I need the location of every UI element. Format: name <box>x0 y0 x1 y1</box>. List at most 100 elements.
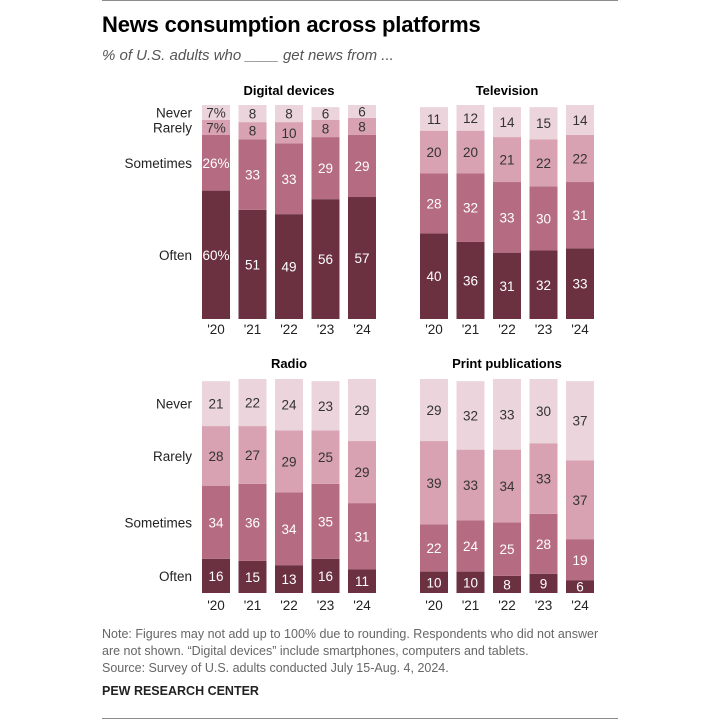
digital-devices-label-often-5: 57 <box>354 251 369 266</box>
radio-label-rarely-4: 25 <box>318 450 333 465</box>
radio-label-rarely-5: 29 <box>354 465 369 480</box>
note-line-2: are not shown. “Digital devices” include… <box>102 644 529 658</box>
digital-devices-bar-sometimes-4 <box>311 137 340 200</box>
television-label-often-1: 40 <box>426 269 441 284</box>
television-bar-rarely-1 <box>420 130 448 174</box>
digital-devices-label-often-2: 51 <box>245 257 260 272</box>
note-line-3: Source: Survey of U.S. adults conducted … <box>102 661 449 675</box>
television-panel-title: Television <box>476 83 539 98</box>
digital-devices-label-rarely-2: 8 <box>249 124 257 139</box>
digital-devices-label-never-2: 8 <box>249 107 257 122</box>
television-label-rarely-5: 22 <box>572 152 587 167</box>
digital-devices-label-rarely-5: 8 <box>358 119 366 134</box>
print-publications-bar-often-1 <box>420 571 448 593</box>
digital-devices-bar-rarely-1 <box>202 119 230 135</box>
digital-devices-series-label-often: Often <box>159 248 192 263</box>
television-label-sometimes-4: 30 <box>536 211 551 226</box>
digital-devices-bar-sometimes-2 <box>238 139 267 210</box>
radio-label-never-4: 23 <box>318 399 333 414</box>
television-bar-sometimes-1 <box>420 173 448 234</box>
television-label-never-5: 14 <box>572 113 588 128</box>
television-tick-label-3: '22 <box>498 322 516 337</box>
radio-bar-often-3 <box>275 565 303 593</box>
radio-label-sometimes-5: 31 <box>354 529 369 544</box>
television-label-often-2: 36 <box>463 273 478 288</box>
radio-series-label-often: Often <box>159 569 192 584</box>
top-rule <box>102 0 618 1</box>
radio-bar-often-1 <box>202 558 230 593</box>
digital-devices-tick-label-2: '21 <box>244 322 262 337</box>
television-bar-never-5 <box>566 105 594 135</box>
radio-tick-label-4: '23 <box>317 598 335 613</box>
print-publications-bar-rarely-4 <box>529 443 558 514</box>
digital-devices-bar-rarely-5 <box>348 117 376 135</box>
television-label-sometimes-1: 28 <box>426 196 441 211</box>
television-label-sometimes-5: 31 <box>572 208 587 223</box>
digital-devices-panel-title: Digital devices <box>243 83 334 98</box>
print-publications-tick-label-1: '20 <box>425 598 443 613</box>
television-bar-often-4 <box>529 250 558 319</box>
television-bar-sometimes-2 <box>456 173 485 242</box>
radio-label-sometimes-2: 36 <box>245 515 260 530</box>
digital-devices-label-rarely-4: 8 <box>322 122 330 137</box>
digital-devices-bar-often-4 <box>311 199 340 319</box>
radio-bar-sometimes-5 <box>348 503 376 570</box>
digital-devices-bar-often-3 <box>275 214 303 319</box>
radio-bar-never-5 <box>348 379 376 442</box>
radio-tick-label-2: '21 <box>244 598 262 613</box>
digital-devices-tick-label-5: '24 <box>353 322 371 337</box>
radio-bar-never-3 <box>275 379 303 431</box>
digital-devices-bar-never-3 <box>275 105 303 123</box>
digital-devices-label-never-1: 7% <box>206 105 226 120</box>
print-publications-tick-label-4: '23 <box>535 598 553 613</box>
digital-devices-bar-rarely-4 <box>311 119 340 138</box>
print-publications-tick-label-5: '24 <box>571 598 589 613</box>
television-label-never-3: 14 <box>499 115 515 130</box>
television-label-sometimes-2: 32 <box>463 201 478 216</box>
radio-bar-rarely-3 <box>275 430 303 493</box>
radio-label-rarely-3: 29 <box>281 454 296 469</box>
print-publications-bar-often-5 <box>566 580 594 593</box>
radio-label-rarely-1: 28 <box>208 449 223 464</box>
print-publications-label-often-1: 10 <box>426 575 441 590</box>
television-label-never-1: 11 <box>427 112 441 127</box>
print-publications-label-rarely-4: 33 <box>536 472 551 487</box>
print-publications-bar-never-5 <box>566 381 594 461</box>
digital-devices-bar-often-1 <box>202 190 230 319</box>
digital-devices-bar-sometimes-1 <box>202 134 230 191</box>
television-bar-never-2 <box>456 105 485 131</box>
print-publications-label-never-3: 33 <box>499 407 514 422</box>
digital-devices-bar-often-2 <box>238 209 267 319</box>
radio-bar-rarely-1 <box>202 426 230 486</box>
radio-label-often-1: 16 <box>208 569 223 584</box>
television-label-sometimes-3: 33 <box>499 210 514 225</box>
digital-devices-label-rarely-3: 10 <box>281 126 296 141</box>
print-publications-bar-never-2 <box>456 381 485 450</box>
print-publications-bar-sometimes-2 <box>456 520 485 572</box>
radio-label-often-4: 16 <box>318 569 333 584</box>
radio-bar-never-1 <box>202 381 230 427</box>
print-publications-bar-never-3 <box>493 379 521 450</box>
digital-devices-bar-sometimes-3 <box>275 143 303 215</box>
television-bar-sometimes-3 <box>493 182 521 253</box>
print-publications-panel-title: Print publications <box>452 356 562 371</box>
digital-devices-bar-never-5 <box>348 105 376 118</box>
digital-devices-series-label-rarely: Rarely <box>153 120 192 135</box>
digital-devices-label-often-1: 60% <box>202 248 229 263</box>
radio-label-never-2: 22 <box>245 396 260 411</box>
television-bar-often-5 <box>566 248 594 319</box>
print-publications-bar-often-4 <box>529 573 558 593</box>
print-publications-label-often-2: 10 <box>463 575 478 590</box>
television-label-rarely-4: 22 <box>536 156 551 171</box>
television-bar-often-2 <box>456 241 485 319</box>
radio-bar-often-2 <box>238 560 267 593</box>
digital-devices-bar-rarely-3 <box>275 122 303 144</box>
print-publications-label-never-4: 30 <box>536 404 551 419</box>
radio-bar-rarely-5 <box>348 441 376 504</box>
print-publications-bar-sometimes-4 <box>529 513 558 574</box>
radio-bar-often-5 <box>348 569 376 593</box>
radio-label-never-5: 29 <box>354 403 369 418</box>
digital-devices-series-label-never: Never <box>156 105 193 120</box>
radio-tick-label-5: '24 <box>353 598 371 613</box>
